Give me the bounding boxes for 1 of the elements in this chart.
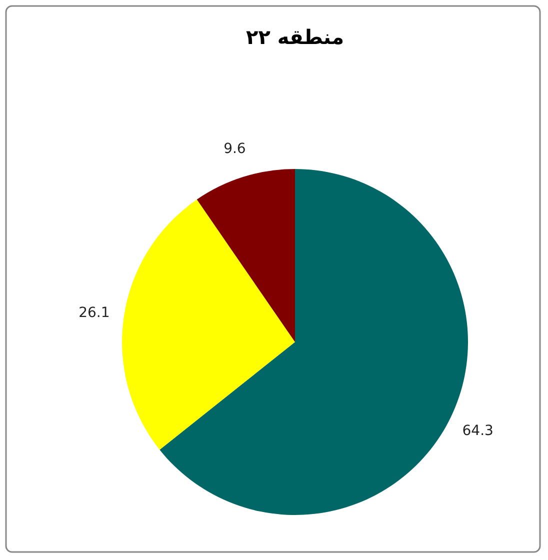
- title: منطقه ۲۲: [246, 25, 344, 49]
